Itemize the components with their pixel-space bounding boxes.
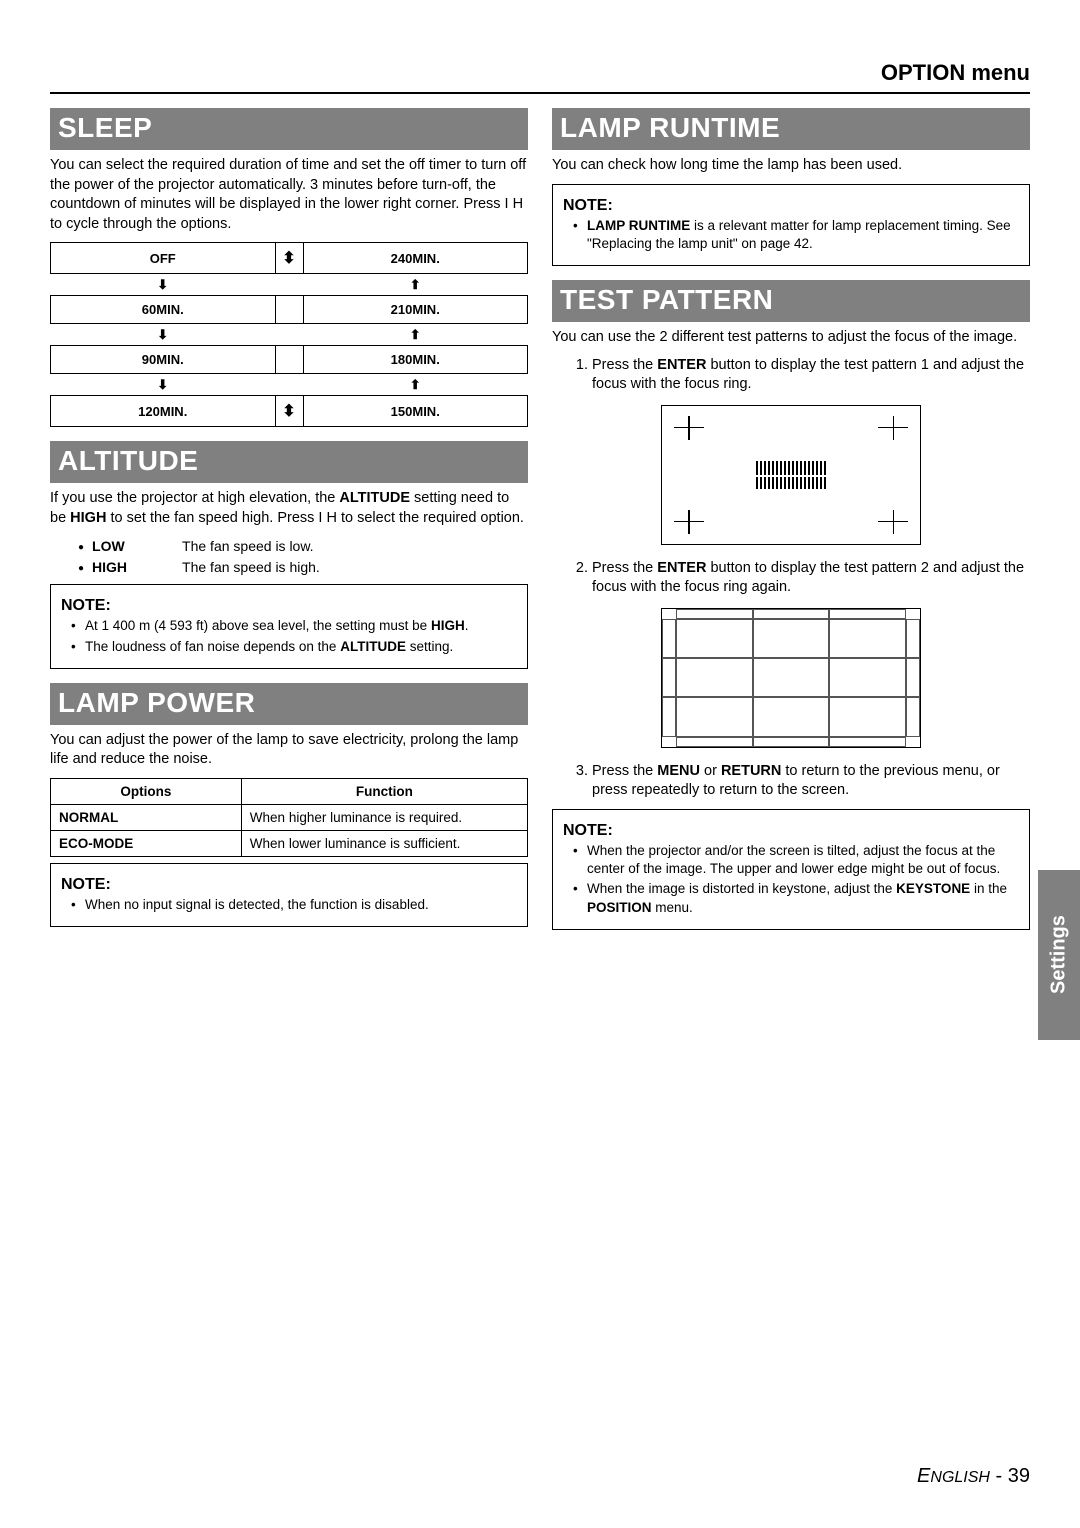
test-pattern-steps: Press the MENU or RETURN to return to th… [552, 762, 1030, 801]
arrow-down: ⬇ [51, 274, 276, 296]
lp-cell: ECO-MODE [51, 830, 242, 856]
sleep-cell: 180MIN. [303, 346, 528, 374]
test-pattern-1-image [661, 405, 921, 545]
content-columns: SLEEP You can select the required durati… [50, 108, 1030, 944]
note-item: The loudness of fan noise depends on the… [75, 638, 517, 656]
test-pattern-2-image [661, 608, 921, 748]
sleep-cell: 60MIN. [51, 296, 276, 324]
lamp-runtime-title: LAMP RUNTIME [552, 108, 1030, 150]
footer-page: - 39 [990, 1465, 1030, 1487]
arrow-cell: ⬍ [275, 243, 303, 274]
page-header: OPTION menu [50, 60, 1030, 94]
note-title: NOTE: [61, 597, 517, 615]
note-item: When the projector and/or the screen is … [577, 842, 1019, 878]
step-item: Press the MENU or RETURN to return to th… [592, 762, 1030, 801]
note-item: When the image is distorted in keystone,… [577, 880, 1019, 916]
sleep-body: You can select the required duration of … [50, 156, 528, 234]
arrow-down: ⬇ [51, 324, 276, 346]
sleep-cell: 240MIN. [303, 243, 528, 274]
side-tab-settings: Settings [1038, 870, 1080, 1040]
note-title: NOTE: [61, 876, 517, 894]
lamp-power-table: Options Function NORMAL When higher lumi… [50, 778, 528, 857]
altitude-title: ALTITUDE [50, 441, 528, 483]
lp-header: Function [241, 778, 527, 804]
step-item: Press the ENTER button to display the te… [592, 559, 1030, 598]
test-pattern-note-box: NOTE: When the projector and/or the scre… [552, 809, 1030, 930]
lp-cell: NORMAL [51, 804, 242, 830]
altitude-body: If you use the projector at high elevati… [50, 489, 528, 528]
lamp-power-note-box: NOTE: When no input signal is detected, … [50, 863, 528, 927]
test-pattern-body: You can use the 2 different test pattern… [552, 328, 1030, 348]
note-title: NOTE: [563, 197, 1019, 215]
note-item: LAMP RUNTIME is a relevant matter for la… [577, 217, 1019, 253]
sleep-cell: 90MIN. [51, 346, 276, 374]
lp-cell: When higher luminance is required. [241, 804, 527, 830]
sleep-cell: OFF [51, 243, 276, 274]
lamp-power-body: You can adjust the power of the lamp to … [50, 731, 528, 770]
arrow-down: ⬇ [51, 374, 276, 396]
arrow-cell: ⬍ [275, 396, 303, 427]
arrow-up: ⬆ [303, 374, 528, 396]
footer-lang: ENGLISH [917, 1465, 990, 1487]
note-title: NOTE: [563, 822, 1019, 840]
right-column: LAMP RUNTIME You can check how long time… [552, 108, 1030, 944]
altitude-options: LOWThe fan speed is low. HIGHThe fan spe… [50, 536, 528, 578]
sleep-cell: 210MIN. [303, 296, 528, 324]
sleep-cell: 120MIN. [51, 396, 276, 427]
sleep-cell: 150MIN. [303, 396, 528, 427]
sleep-table: OFF ⬍ 240MIN. ⬇ ⬆ 60MIN. 210MIN. ⬇ ⬆ 90MIN… [50, 242, 528, 427]
altitude-note-box: NOTE: At 1 400 m (4 593 ft) above sea le… [50, 584, 528, 668]
mid-col [275, 296, 303, 324]
lamp-runtime-body: You can check how long time the lamp has… [552, 156, 1030, 176]
test-pattern-steps: Press the ENTER button to display the te… [552, 356, 1030, 395]
note-item: When no input signal is detected, the fu… [75, 896, 517, 914]
arrow-up: ⬆ [303, 324, 528, 346]
test-pattern-title: TEST PATTERN [552, 280, 1030, 322]
lamp-power-title: LAMP POWER [50, 683, 528, 725]
test-pattern-steps: Press the ENTER button to display the te… [552, 559, 1030, 598]
note-item: At 1 400 m (4 593 ft) above sea level, t… [75, 617, 517, 635]
sleep-title: SLEEP [50, 108, 528, 150]
sleep-diagram: OFF ⬍ 240MIN. ⬇ ⬆ 60MIN. 210MIN. ⬇ ⬆ 90MIN… [50, 242, 528, 427]
altitude-option: HIGHThe fan speed is high. [78, 557, 528, 578]
arrow-up: ⬆ [303, 274, 528, 296]
page-footer: ENGLISH - 39 [917, 1465, 1030, 1488]
mid-col [275, 346, 303, 374]
altitude-option: LOWThe fan speed is low. [78, 536, 528, 557]
lp-cell: When lower luminance is sufficient. [241, 830, 527, 856]
lp-header: Options [51, 778, 242, 804]
lamp-runtime-note-box: NOTE: LAMP RUNTIME is a relevant matter … [552, 184, 1030, 266]
left-column: SLEEP You can select the required durati… [50, 108, 528, 944]
step-item: Press the ENTER button to display the te… [592, 356, 1030, 395]
